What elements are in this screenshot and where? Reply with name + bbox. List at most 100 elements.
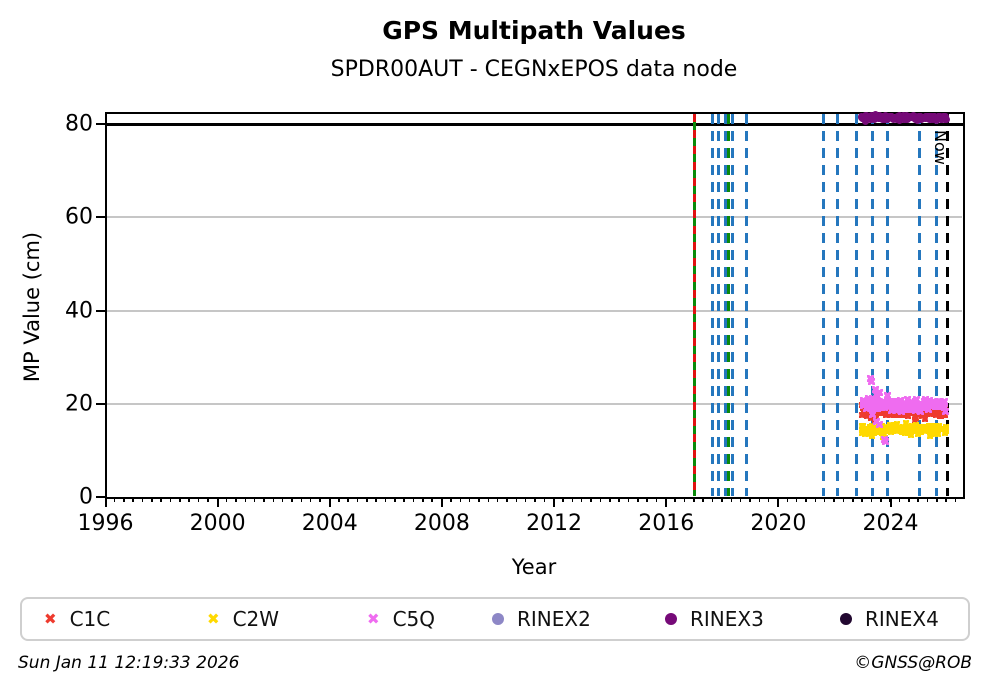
x-minor-tick <box>244 497 247 502</box>
rinex4-marker-icon <box>840 613 852 625</box>
data-point-c2w <box>908 429 915 436</box>
x-tick <box>104 497 107 507</box>
legend-label: C2W <box>232 607 280 631</box>
c2w-marker-icon: ✖ <box>207 609 220 628</box>
x-minor-tick <box>721 497 723 502</box>
x-minor-tick <box>926 497 929 502</box>
data-point-c5q <box>904 401 912 409</box>
event-line <box>821 114 825 496</box>
x-minor-tick <box>683 497 686 502</box>
legend-label: RINEX3 <box>690 607 764 631</box>
x-minor-tick <box>431 497 433 502</box>
data-point-rinex3 <box>916 113 924 121</box>
x-minor-tick <box>515 497 518 502</box>
event-line <box>744 114 748 496</box>
x-minor-tick <box>655 497 658 502</box>
x-tick <box>553 497 556 507</box>
x-minor-tick <box>749 497 751 502</box>
x-minor-tick <box>309 497 312 502</box>
x-minor-tick <box>169 497 172 502</box>
data-point-c2w <box>894 420 901 427</box>
x-minor-tick <box>562 497 564 502</box>
x-minor-tick <box>412 497 415 502</box>
x-minor-tick <box>954 497 957 502</box>
data-point-c5q <box>909 403 917 411</box>
data-point-rinex3 <box>896 114 904 122</box>
y-tick-label: 60 <box>65 204 93 230</box>
x-minor-tick <box>898 497 901 502</box>
data-point-c2w <box>905 423 912 430</box>
x-minor-tick <box>188 497 190 502</box>
x-minor-tick <box>253 497 256 502</box>
x-minor-tick <box>618 497 620 502</box>
x-minor-tick <box>300 497 303 502</box>
data-point-c5q <box>866 396 874 404</box>
x-minor-tick <box>403 497 405 502</box>
x-minor-tick <box>870 497 873 502</box>
data-point-c2w <box>873 425 880 432</box>
x-tick <box>216 497 219 507</box>
data-point-c2w <box>941 429 948 436</box>
data-point-c2w <box>868 422 875 429</box>
x-minor-tick <box>459 497 461 502</box>
gridline <box>107 309 962 312</box>
x-minor-tick <box>440 497 443 502</box>
x-minor-tick <box>861 497 863 502</box>
legend-item-c5q: ✖ C5Q <box>367 599 435 639</box>
data-point-c5q <box>879 398 887 406</box>
data-point-c5q <box>917 403 925 411</box>
x-minor-tick <box>123 497 125 502</box>
x-tick-label: 2004 <box>301 511 358 536</box>
x-minor-tick <box>730 497 733 502</box>
data-point-c1c <box>867 414 874 421</box>
x-minor-tick <box>580 497 583 502</box>
data-point-c5q <box>912 395 920 403</box>
x-tick <box>665 497 668 507</box>
x-tick-label: 2012 <box>526 511 583 536</box>
data-point-rinex3 <box>928 116 936 124</box>
data-point-c5q <box>938 400 946 408</box>
x-tick-label: 2000 <box>189 511 246 536</box>
x-minor-tick <box>375 497 377 502</box>
data-point-c2w <box>934 428 941 435</box>
timestamp: Sun Jan 11 12:19:33 2026 <box>18 653 240 673</box>
data-point-c5q <box>925 405 933 413</box>
y-tick-label: 20 <box>65 391 93 417</box>
data-point-c5q <box>912 407 920 415</box>
y-tick <box>96 216 106 219</box>
x-minor-tick <box>338 497 340 502</box>
legend: ✖ C1C ✖ C2W ✖ C5Q RINEX2 RINEX3 RINEX4 <box>20 597 970 641</box>
chart-subtitle: SPDR00AUT - CEGNxEPOS data node <box>330 57 738 82</box>
data-point-c5q <box>900 402 908 410</box>
data-point-c2w <box>897 424 904 431</box>
legend-item-c2w: ✖ C2W <box>207 599 279 639</box>
x-minor-tick <box>216 497 219 502</box>
data-point-c2w <box>931 427 938 434</box>
legend-item-rinex4: RINEX4 <box>840 599 939 639</box>
x-tick-label: 2024 <box>862 511 919 536</box>
data-point-c5q <box>882 437 890 445</box>
x-minor-tick <box>795 497 798 502</box>
x-minor-tick <box>207 497 209 502</box>
data-point-c2w <box>860 426 867 433</box>
data-point-c5q <box>940 403 948 411</box>
x-minor-tick <box>263 497 265 502</box>
data-point-c2w <box>887 421 894 428</box>
data-point-rinex3 <box>889 114 897 122</box>
x-minor-tick <box>328 497 331 502</box>
x-minor-tick <box>552 497 555 502</box>
data-point-c2w <box>887 425 894 432</box>
data-point-c5q <box>893 407 901 415</box>
data-point-c5q <box>868 410 876 418</box>
chart-title: GPS Multipath Values <box>382 16 686 45</box>
data-point-c2w <box>917 424 924 431</box>
x-minor-tick <box>235 497 237 502</box>
x-minor-tick <box>291 497 293 502</box>
data-point-c5q <box>891 397 899 405</box>
threshold-line-80 <box>106 123 963 126</box>
event-line <box>731 114 735 496</box>
data-point-c2w <box>876 427 883 434</box>
data-point-c1c <box>882 411 889 418</box>
data-point-c2w <box>858 422 865 429</box>
